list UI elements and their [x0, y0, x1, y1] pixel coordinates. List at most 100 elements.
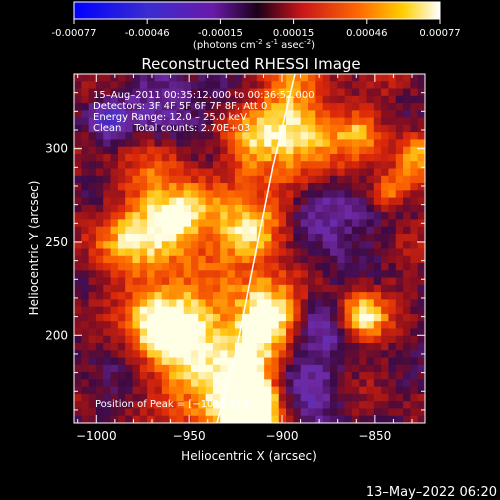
heatmap-cell	[103, 393, 111, 402]
heatmap-cell	[242, 357, 250, 366]
heatmap-cell	[74, 343, 82, 351]
heatmap-cell	[417, 212, 425, 220]
heatmap-cell	[88, 357, 97, 366]
heatmap-cell	[381, 270, 389, 278]
heatmap-cell	[359, 103, 367, 111]
heatmap-cell	[381, 226, 389, 235]
heatmap-cell	[161, 284, 170, 293]
heatmap-cell	[278, 357, 287, 366]
heatmap-cell	[154, 161, 163, 169]
heatmap-cell	[81, 175, 90, 184]
heatmap-cell	[300, 124, 309, 133]
heatmap-cell	[169, 81, 177, 89]
heatmap-cell	[169, 270, 177, 278]
heatmap-cell	[125, 350, 133, 358]
heatmap-cell	[117, 401, 126, 409]
heatmap-cell	[81, 357, 90, 366]
heatmap-cell	[169, 284, 177, 293]
heatmap-cell	[117, 270, 126, 278]
heatmap-cell	[81, 408, 90, 417]
heatmap-cell	[381, 241, 389, 249]
heatmap-cell	[388, 313, 397, 322]
heatmap-cell	[315, 212, 324, 220]
heatmap-cell	[242, 263, 250, 271]
heatmap-cell	[271, 292, 280, 300]
heatmap-cell	[147, 168, 155, 177]
heatmap-cell	[191, 95, 199, 104]
heatmap-cell	[227, 117, 236, 126]
heatmap-cell	[183, 212, 192, 220]
heatmap-cell	[315, 343, 324, 351]
heatmap-cell	[308, 139, 316, 148]
heatmap-cell	[359, 284, 367, 293]
heatmap-cell	[300, 233, 309, 242]
heatmap-cell	[329, 277, 338, 286]
heatmap-cell	[176, 124, 185, 133]
heatmap-cell	[337, 212, 345, 220]
heatmap-cell	[395, 299, 404, 308]
heatmap-cell	[198, 74, 207, 82]
heatmap-cell	[183, 110, 192, 119]
heatmap-cell	[88, 139, 97, 148]
heatmap-cell	[110, 146, 119, 155]
heatmap-cell	[271, 219, 280, 228]
heatmap-cell	[249, 415, 258, 423]
heatmap-cell	[256, 74, 265, 82]
heatmap-cell	[88, 270, 97, 278]
heatmap-cell	[183, 132, 192, 140]
heatmap-cell	[198, 204, 207, 213]
heatmap-cell	[329, 364, 338, 373]
heatmap-cell	[417, 132, 425, 140]
heatmap-cell	[271, 270, 280, 278]
heatmap-cell	[242, 241, 250, 249]
heatmap-cell	[220, 292, 228, 300]
heatmap-cell	[95, 292, 104, 300]
heatmap-cell	[329, 226, 338, 235]
heatmap-cell	[329, 233, 338, 242]
heatmap-cell	[81, 226, 90, 235]
heatmap-cell	[300, 226, 309, 235]
heatmap-cell	[337, 95, 345, 104]
heatmap-cell	[417, 263, 425, 271]
heatmap-cell	[395, 328, 404, 337]
heatmap-cell	[95, 241, 104, 249]
heatmap-cell	[359, 146, 367, 155]
heatmap-cell	[212, 408, 221, 417]
heatmap-cell	[205, 408, 214, 417]
heatmap-cell	[234, 357, 243, 366]
heatmap-cell	[278, 241, 287, 249]
heatmap-cell	[205, 292, 214, 300]
heatmap-cell	[351, 284, 360, 293]
heatmap-cell	[264, 183, 272, 191]
heatmap-cell	[373, 103, 382, 111]
heatmap-cell	[344, 408, 353, 417]
heatmap-cell	[308, 103, 316, 111]
heatmap-cell	[147, 175, 155, 184]
heatmap-cell	[154, 117, 163, 126]
heatmap-cell	[220, 197, 228, 206]
heatmap-cell	[403, 204, 411, 213]
heatmap-cell	[249, 372, 258, 380]
heatmap-cell	[154, 233, 163, 242]
heatmap-cell	[95, 139, 104, 148]
heatmap-cell	[212, 401, 221, 409]
heatmap-cell	[300, 81, 309, 89]
heatmap-cell	[147, 219, 155, 228]
heatmap-cell	[373, 343, 382, 351]
heatmap-cell	[366, 372, 375, 380]
heatmap-cell	[74, 277, 82, 286]
heatmap-cell	[395, 219, 404, 228]
heatmap-cell	[227, 132, 236, 140]
heatmap-cell	[417, 139, 425, 148]
heatmap-cell	[403, 161, 411, 169]
heatmap-cell	[300, 168, 309, 177]
heatmap-cell	[322, 313, 331, 322]
heatmap-cell	[110, 190, 119, 198]
heatmap-cell	[417, 95, 425, 104]
heatmap-cell	[154, 364, 163, 373]
heatmap-cell	[271, 132, 280, 140]
heatmap-cell	[74, 270, 82, 278]
heatmap-cell	[110, 263, 119, 271]
heatmap-cell	[125, 117, 133, 126]
heatmap-cell	[344, 372, 353, 380]
